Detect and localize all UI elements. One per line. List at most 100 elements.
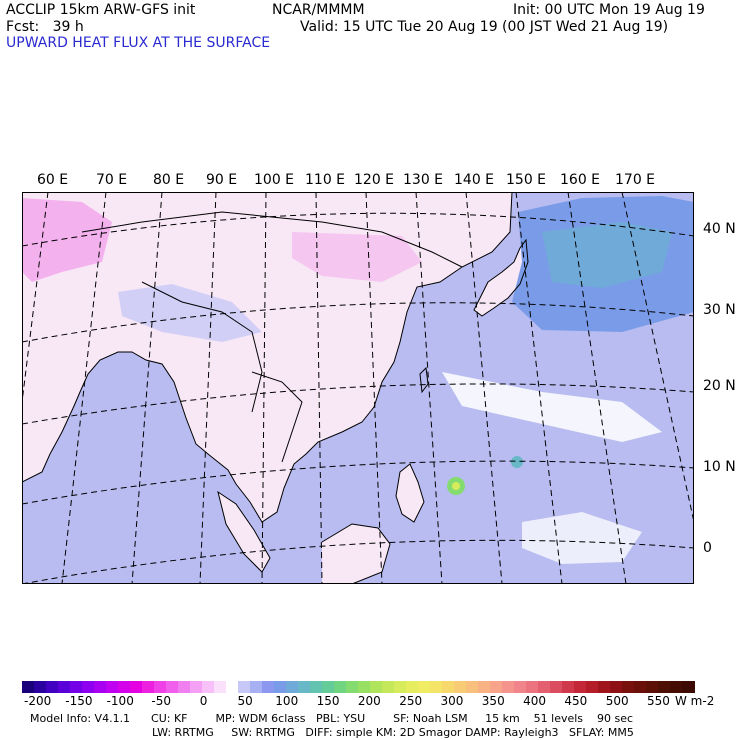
near-zero-band-south [522,512,642,564]
colorbar-swatch [190,681,203,693]
colorbar-swatch [46,681,59,693]
colorbar-swatch [298,681,311,693]
colorbar-swatch [514,681,527,693]
lon-label: 150 E [506,172,547,188]
colorbar-tick-label: -50 [151,694,171,708]
colorbar-tick-label: -200 [24,694,52,708]
graticule [22,192,694,584]
colorbar-swatch [274,681,287,693]
colorbar-tick-label: -100 [106,694,134,708]
colorbar-swatch [550,681,563,693]
coastlines [22,192,529,584]
meridian [22,192,49,403]
colorbar-swatch [94,681,107,693]
lat-label: 0 [703,540,712,556]
colorbar-swatch [430,681,443,693]
colorbar-swatch [526,681,539,693]
model-info-line1: Model Info: V4.1.1 CU: KF MP: WDM 6class… [30,712,634,725]
colorbar-swatch [478,681,491,693]
colorbar-swatch [658,681,671,693]
organization-label: NCAR/MMMM [272,2,365,18]
meridian [567,192,627,584]
land-japan [474,240,528,316]
lat-label: 40 N [703,221,736,237]
map-panel [22,192,694,584]
lon-label: 160 E [560,172,601,188]
meridian [261,192,267,584]
colorbar-swatch [382,681,395,693]
colorbar-tick-label: 550 [647,694,670,708]
meridian [365,192,383,584]
forecast-hour: Fcst: 39 h [6,19,84,35]
colorbar-swatch [154,681,167,693]
lon-label: 140 E [454,172,495,188]
meridian [61,192,107,584]
colorbar-swatch [262,681,275,693]
colorbar-swatch [334,681,347,693]
meridian [465,192,503,584]
colorbar-swatch [130,681,143,693]
lon-label: 120 E [354,172,395,188]
colorbar-swatch [586,681,599,693]
negative-flux-west [22,198,112,282]
colorbar-swatch [286,681,299,693]
colorbar-swatch [610,681,623,693]
coast-philippines [395,463,425,523]
colorbar-swatch [142,681,155,693]
land-philippines [396,464,424,522]
colorbar-swatch [70,681,83,693]
field-title: UPWARD HEAT FLUX AT THE SURFACE [6,35,271,51]
colorbar-swatch [646,681,659,693]
colorbar-swatch [118,681,131,693]
colorbar-swatch [58,681,71,693]
lon-label: 130 E [403,172,444,188]
colorbar-swatch [634,681,647,693]
colorbar-tick-label: 50 [237,694,253,708]
colorbar-tick-label: 350 [481,694,505,708]
border-seasia [251,371,303,463]
lon-label: 60 E [37,172,69,188]
colorbar-swatch [214,681,227,693]
meridian [315,192,323,584]
map-frame [22,192,694,584]
colorbar-swatch [490,681,503,693]
colorbar-tick-label: 200 [357,694,381,708]
colorbar-swatch [466,681,479,693]
colorbar-swatch [394,681,407,693]
colorbar-swatch [166,681,179,693]
colorbar-swatch [682,681,695,693]
colorbar-swatch [22,681,35,693]
lat-label: 10 N [703,459,736,475]
colorbar-swatch [34,681,47,693]
colorbar-tick-label: 100 [275,694,299,708]
colorbar-swatch [226,681,239,693]
lon-label: 80 E [153,172,185,188]
colorbar-swatch [322,681,335,693]
meridian [131,192,163,584]
meridian [621,192,694,523]
colorbar-swatch [538,681,551,693]
coast-japan [473,238,529,317]
colorbar-swatch [370,681,383,693]
meridian [415,192,443,584]
colorbar-swatch [82,681,95,693]
colorbar-swatch [442,681,455,693]
lon-label: 90 E [206,172,238,188]
colorbar-tick-label: 500 [605,694,629,708]
near-zero-band [442,372,662,442]
colorbar-swatch [418,681,431,693]
coast-taiwan [419,366,429,394]
model-title: ACCLIP 15km ARW-GFS init [6,2,196,18]
colorbar-swatch [310,681,323,693]
land-borneo [322,524,390,584]
lat-label: 30 N [703,302,736,318]
valid-time: Valid: 15 UTC Tue 20 Aug 19 (00 JST Wed … [300,19,669,35]
colorbar-swatch [454,681,467,693]
lat-label: 20 N [703,378,736,394]
flux-spot-east [511,456,523,468]
colorbar-tick-label: 150 [316,694,340,708]
colorbar-swatch [598,681,611,693]
border-china [81,211,463,268]
colorbar-tick-label: 300 [440,694,464,708]
border-india [141,281,263,413]
